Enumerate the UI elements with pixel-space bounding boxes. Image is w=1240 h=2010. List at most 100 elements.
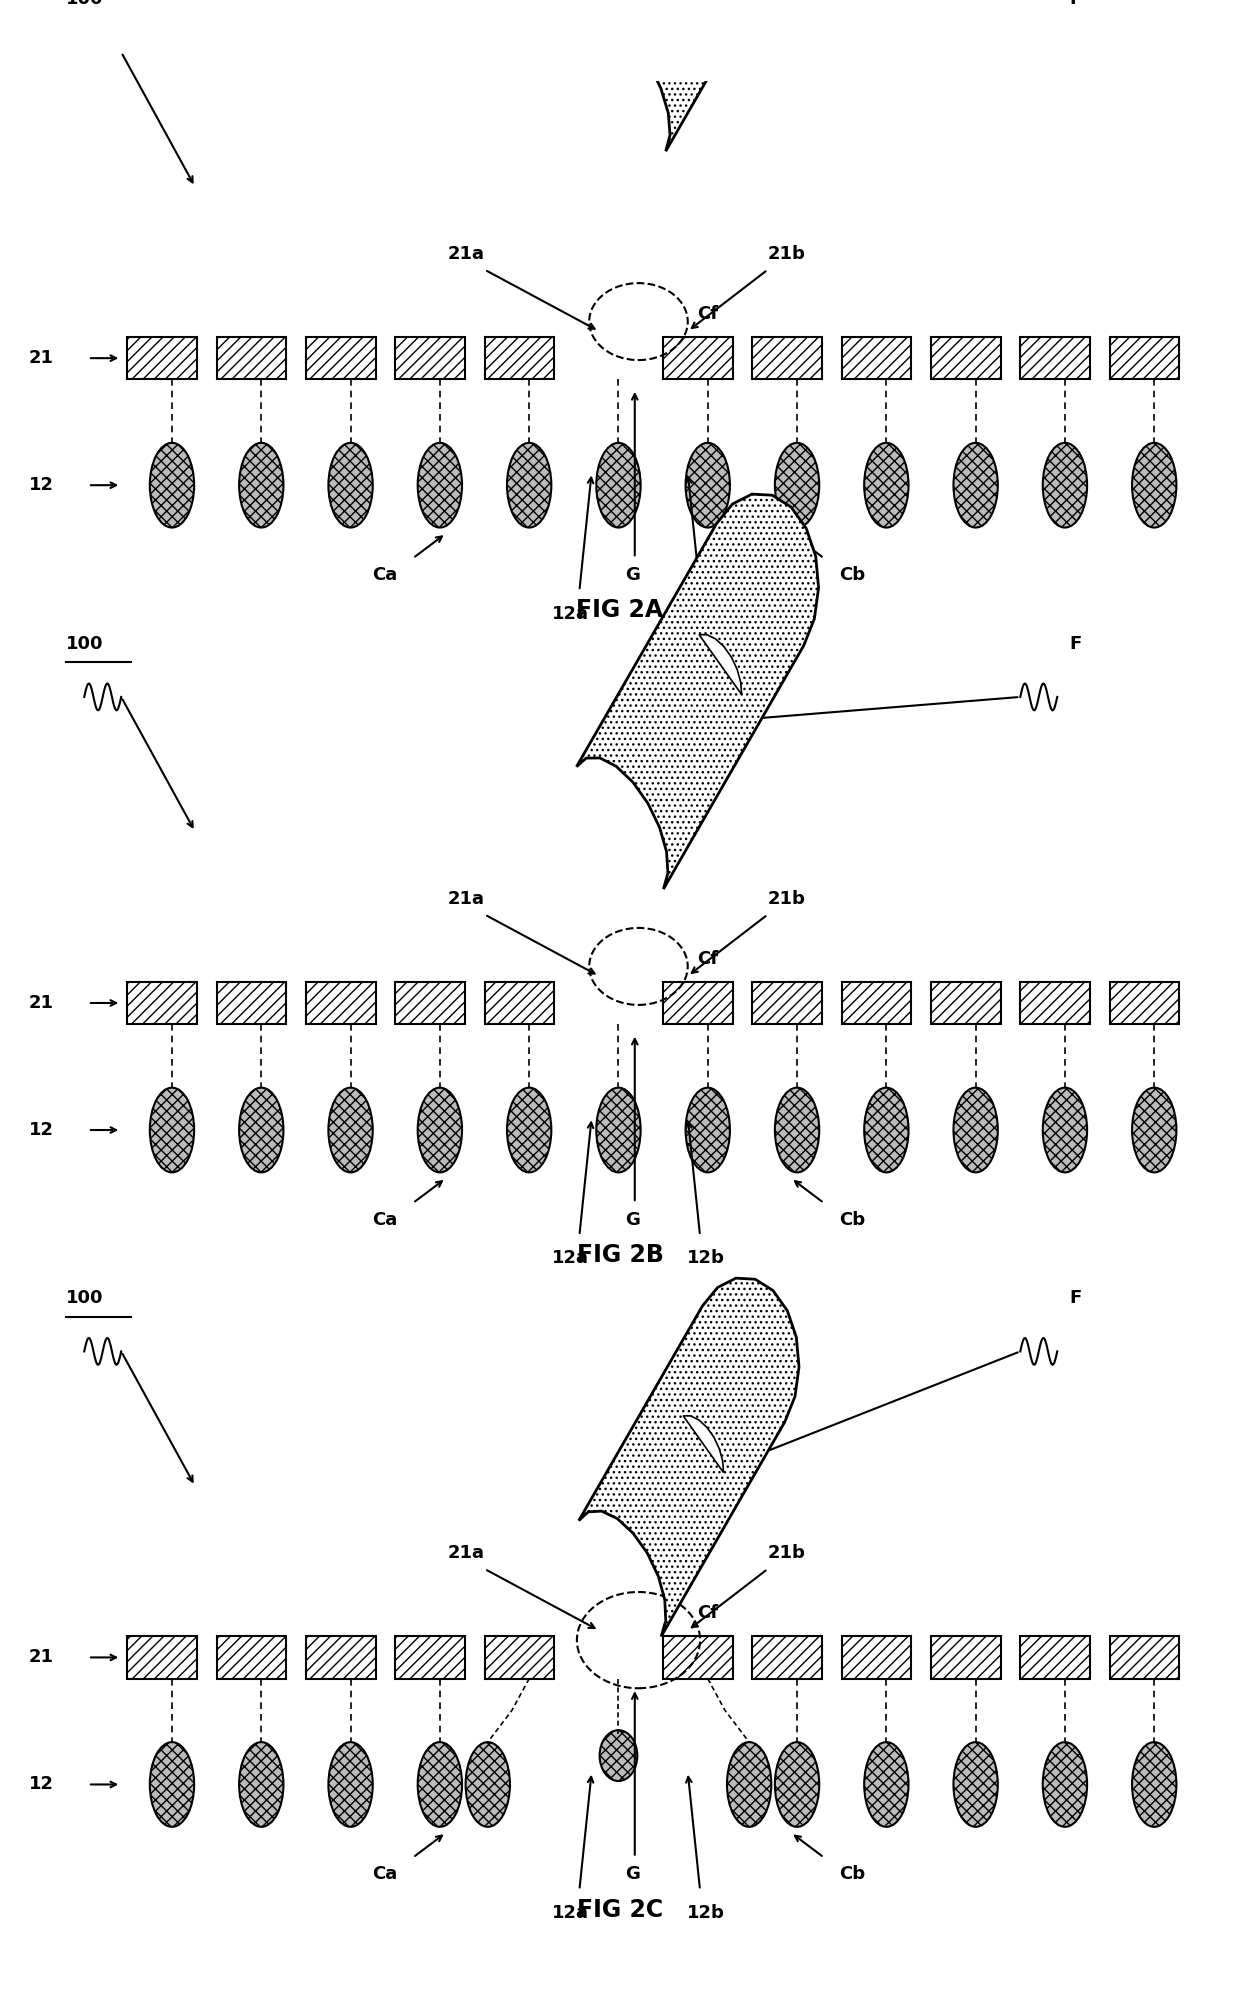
Text: 21: 21 [29,1648,53,1666]
Ellipse shape [239,1087,284,1172]
Text: 12a: 12a [552,605,589,623]
Text: G: G [625,1865,640,1883]
Ellipse shape [507,1087,552,1172]
Text: G: G [625,1210,640,1228]
Bar [931,1636,1001,1678]
Ellipse shape [600,1731,637,1781]
Ellipse shape [1132,442,1177,527]
Polygon shape [683,1415,724,1473]
Bar [1021,981,1090,1025]
Ellipse shape [1132,1087,1177,1172]
Bar [663,338,733,380]
Bar [128,1636,197,1678]
Text: 21: 21 [29,350,53,368]
Ellipse shape [954,1087,998,1172]
Ellipse shape [418,1743,463,1827]
Text: 21a: 21a [448,245,485,263]
Ellipse shape [954,1743,998,1827]
Ellipse shape [239,442,284,527]
Text: Cb: Cb [839,1210,866,1228]
Ellipse shape [686,442,730,527]
Ellipse shape [775,1087,820,1172]
Bar [485,338,554,380]
Bar [753,1636,822,1678]
Ellipse shape [727,1743,771,1827]
Ellipse shape [1043,1743,1087,1827]
Text: Ca: Ca [372,1210,397,1228]
Text: 21a: 21a [448,890,485,909]
Text: Cf: Cf [698,949,719,967]
Bar [485,981,554,1025]
Text: 21b: 21b [768,1544,806,1562]
Text: Ca: Ca [372,567,397,585]
Text: Ca: Ca [372,1865,397,1883]
Text: 12b: 12b [687,605,725,623]
Bar [931,338,1001,380]
Bar [753,981,822,1025]
Text: 21b: 21b [768,890,806,909]
Text: F: F [1070,635,1081,653]
Ellipse shape [150,442,195,527]
Bar [485,1636,554,1678]
Bar [396,1636,465,1678]
Bar [217,1636,286,1678]
Ellipse shape [596,442,641,527]
Ellipse shape [507,442,552,527]
Polygon shape [699,635,742,695]
Ellipse shape [329,442,373,527]
Ellipse shape [954,442,998,527]
Text: 21b: 21b [768,245,806,263]
Text: 100: 100 [66,1288,103,1306]
Text: FIG 2A: FIG 2A [577,599,663,623]
Bar [217,981,286,1025]
Text: 12b: 12b [687,1250,725,1268]
Ellipse shape [864,1743,909,1827]
Text: 12: 12 [29,476,53,494]
Bar [306,981,376,1025]
Polygon shape [577,494,818,888]
Bar [663,1636,733,1678]
Ellipse shape [239,1743,284,1827]
Bar [217,338,286,380]
Ellipse shape [864,442,909,527]
Ellipse shape [1043,1087,1087,1172]
Ellipse shape [465,1743,510,1827]
Bar [1021,338,1090,380]
Bar [396,338,465,380]
Text: F: F [1070,1288,1081,1306]
Text: 12b: 12b [687,1903,725,1922]
Ellipse shape [329,1087,373,1172]
Text: 100: 100 [66,0,103,8]
Bar [128,338,197,380]
Text: Cb: Cb [839,567,866,585]
Bar [1110,1636,1179,1678]
Ellipse shape [1043,442,1087,527]
Ellipse shape [596,1087,641,1172]
Ellipse shape [150,1087,195,1172]
Bar [753,338,822,380]
Polygon shape [579,1278,799,1636]
Text: Cb: Cb [839,1865,866,1883]
Ellipse shape [150,1743,195,1827]
Ellipse shape [418,442,463,527]
Text: 21a: 21a [448,1544,485,1562]
Polygon shape [574,0,838,151]
Bar [128,981,197,1025]
Bar [1021,1636,1090,1678]
Bar [842,981,911,1025]
Ellipse shape [418,1087,463,1172]
Text: 100: 100 [66,635,103,653]
Text: 12a: 12a [552,1250,589,1268]
Bar [306,1636,376,1678]
Ellipse shape [686,1087,730,1172]
Text: 12: 12 [29,1775,53,1793]
Text: F: F [1070,0,1081,8]
Text: 12a: 12a [552,1903,589,1922]
Ellipse shape [329,1743,373,1827]
Text: Cf: Cf [698,1604,719,1622]
Bar [306,338,376,380]
Ellipse shape [1132,1743,1177,1827]
Bar [663,981,733,1025]
Text: Cf: Cf [698,306,719,324]
Text: FIG 2C: FIG 2C [577,1897,663,1922]
